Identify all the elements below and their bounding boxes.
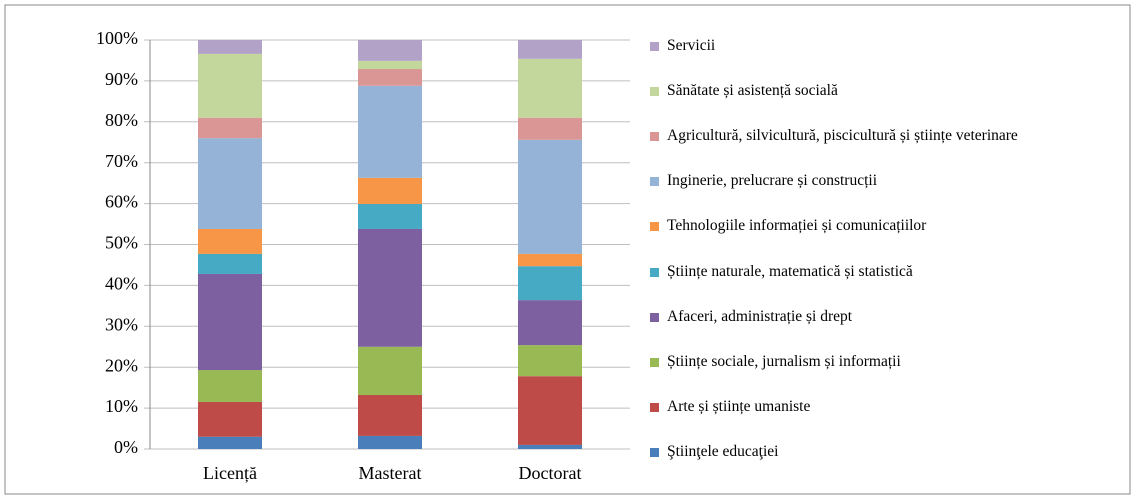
bar-segment <box>358 435 422 449</box>
bar-segment <box>358 40 422 61</box>
y-tick-label: 80% <box>105 110 138 130</box>
legend-swatch <box>650 87 659 97</box>
legend-swatch <box>650 222 659 232</box>
bar-segment <box>358 204 422 229</box>
bar-segment <box>198 436 262 449</box>
legend-label: Tehnologiile informației și comunicațiil… <box>667 217 927 235</box>
legend-entry: Afaceri, administrație și drept <box>650 307 1120 327</box>
bar-segment <box>198 138 262 229</box>
bar-segment <box>518 117 582 140</box>
bar-segment <box>198 40 262 54</box>
legend-label: Arte și științe umaniste <box>667 397 811 415</box>
legend-swatch <box>650 132 659 142</box>
bar-segment <box>198 53 262 118</box>
legend-swatch <box>650 312 659 322</box>
bar-segment <box>358 395 422 436</box>
bar-segment <box>198 228 262 254</box>
legend-swatch <box>650 42 659 51</box>
bar-segment <box>198 117 262 139</box>
bar-segment <box>518 444 582 449</box>
y-tick-label: 100% <box>96 28 138 48</box>
y-tick-label: 30% <box>105 314 138 334</box>
x-tick-label: Licență <box>203 463 257 483</box>
legend-swatch <box>650 357 659 367</box>
bar-segment <box>518 58 582 118</box>
bar-segment <box>358 228 422 347</box>
bar-segment <box>518 376 582 445</box>
x-tick-label: Masterat <box>359 463 422 483</box>
legend-swatch <box>650 177 659 187</box>
bar-segment <box>198 273 262 371</box>
legend-swatch <box>650 402 659 412</box>
y-tick-label: 90% <box>105 69 138 89</box>
y-tick-label: 60% <box>105 192 138 212</box>
bar-segment <box>198 370 262 402</box>
bar-segment <box>518 40 582 59</box>
legend-label: Inginerie, prelucrare și construcții <box>667 172 878 190</box>
legend-entry: Arte și științe umaniste <box>650 397 1120 417</box>
y-tick-label: 50% <box>105 233 138 253</box>
bar-segment <box>518 266 582 301</box>
y-tick-label: 10% <box>105 396 138 416</box>
bar-segment <box>358 69 422 86</box>
legend-entry: Sănătate și asistență socială <box>650 81 1120 101</box>
bar-segment <box>358 177 422 205</box>
legend-swatch <box>650 267 659 277</box>
bar-segment <box>198 253 262 274</box>
bar-segment <box>358 85 422 178</box>
y-tick-label: 0% <box>114 437 138 457</box>
bar-segment <box>518 253 582 267</box>
bar-segment <box>358 346 422 396</box>
legend-entry: Inginerie, prelucrare și construcții <box>650 171 1120 191</box>
legend-entry: Științe sociale, jurnalism și informații <box>650 352 1120 372</box>
y-tick-label: 70% <box>105 151 138 171</box>
legend-label: Servicii <box>667 37 716 54</box>
bar-segment <box>518 300 582 346</box>
legend-label: Științe naturale, matematică și statisti… <box>667 262 913 280</box>
legend-swatch <box>650 447 659 457</box>
legend-label: Agricultură, silvicultură, piscicultură … <box>667 127 1018 145</box>
bar-segment <box>198 401 262 437</box>
y-tick-label: 40% <box>105 274 138 294</box>
legend-entry: Științe naturale, matematică și statisti… <box>650 262 1120 282</box>
legend-entry: Tehnologiile informației și comunicațiil… <box>650 216 1120 236</box>
legend-label: Afaceri, administrație și drept <box>667 307 853 325</box>
legend-label: Științe sociale, jurnalism și informații <box>667 352 901 370</box>
legend-entry: Ştiinţele educaţiei <box>650 442 1120 462</box>
x-tick-label: Doctorat <box>519 463 582 483</box>
legend-entry: Servicii <box>650 36 1120 56</box>
legend-label: Ştiinţele educaţiei <box>667 442 779 460</box>
bar-segment <box>518 345 582 377</box>
y-tick-label: 20% <box>105 355 138 375</box>
bar-segment <box>518 139 582 254</box>
legend-label: Sănătate și asistență socială <box>667 82 838 100</box>
bar-segment <box>358 60 422 70</box>
legend-entry: Agricultură, silvicultură, piscicultură … <box>650 126 1120 146</box>
